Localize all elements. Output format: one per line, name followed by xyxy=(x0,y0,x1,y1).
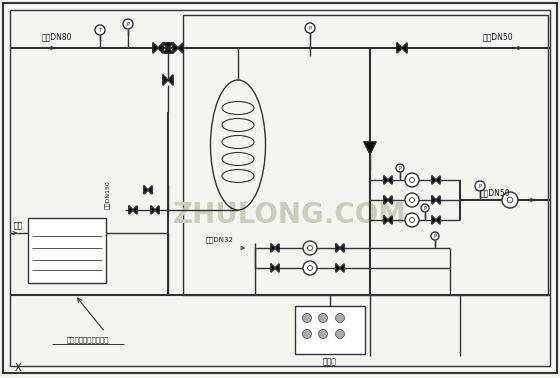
Circle shape xyxy=(405,193,419,207)
Polygon shape xyxy=(151,206,159,214)
Circle shape xyxy=(302,330,311,339)
Circle shape xyxy=(431,232,439,240)
Circle shape xyxy=(405,213,419,227)
Text: 供出DN50: 供出DN50 xyxy=(483,33,514,42)
Text: P: P xyxy=(479,183,482,189)
Polygon shape xyxy=(173,43,183,53)
Text: P: P xyxy=(127,22,129,26)
Text: 供出DN50: 供出DN50 xyxy=(480,189,510,197)
Text: X: X xyxy=(15,363,21,373)
Polygon shape xyxy=(129,206,137,214)
Circle shape xyxy=(319,330,328,339)
Circle shape xyxy=(305,23,315,33)
Text: P: P xyxy=(433,234,436,239)
Text: 补水: 补水 xyxy=(13,222,22,231)
Circle shape xyxy=(123,19,133,29)
Polygon shape xyxy=(432,196,440,204)
Polygon shape xyxy=(384,176,392,184)
Circle shape xyxy=(302,313,311,322)
Text: 温度缺水关机保护装置: 温度缺水关机保护装置 xyxy=(67,337,109,343)
Text: ZHULONG.COM: ZHULONG.COM xyxy=(173,201,407,229)
Text: P: P xyxy=(309,25,311,31)
Polygon shape xyxy=(153,43,163,53)
Circle shape xyxy=(95,25,105,35)
Polygon shape xyxy=(144,186,152,194)
Polygon shape xyxy=(271,244,279,252)
Bar xyxy=(183,15,548,295)
Circle shape xyxy=(303,261,317,275)
Text: P: P xyxy=(423,206,426,211)
Circle shape xyxy=(475,181,485,191)
Polygon shape xyxy=(336,244,344,252)
Circle shape xyxy=(421,204,429,212)
Circle shape xyxy=(335,330,344,339)
Circle shape xyxy=(319,313,328,322)
Polygon shape xyxy=(384,196,392,204)
Polygon shape xyxy=(271,264,279,272)
Polygon shape xyxy=(163,43,173,53)
Circle shape xyxy=(502,192,518,208)
Circle shape xyxy=(335,313,344,322)
Circle shape xyxy=(396,164,404,172)
Circle shape xyxy=(405,173,419,187)
Text: P: P xyxy=(399,166,402,170)
Circle shape xyxy=(303,241,317,255)
Polygon shape xyxy=(384,216,392,224)
Text: 补水DN32: 补水DN32 xyxy=(206,237,234,243)
Polygon shape xyxy=(336,264,344,272)
Polygon shape xyxy=(397,43,407,53)
Polygon shape xyxy=(364,142,376,154)
Bar xyxy=(28,218,106,283)
Polygon shape xyxy=(432,176,440,184)
Text: 循回DN150: 循回DN150 xyxy=(105,181,111,209)
Polygon shape xyxy=(163,75,173,85)
Text: 控制柜: 控制柜 xyxy=(323,358,337,367)
Bar xyxy=(295,306,365,354)
Polygon shape xyxy=(432,216,440,224)
Text: T: T xyxy=(99,28,101,33)
Text: 供回DN80: 供回DN80 xyxy=(42,33,72,42)
